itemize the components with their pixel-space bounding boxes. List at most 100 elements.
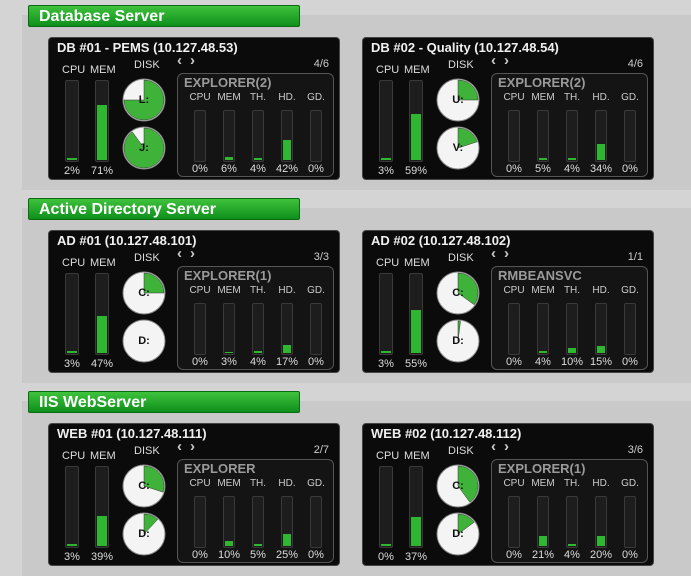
disk-pie[interactable]: L: [122,78,166,122]
process-col-label: CPU [189,92,211,103]
process-percent: 25% [275,549,299,561]
process-percent: 0% [308,163,324,175]
process-panel: EXPLORER CPU 0% MEM 10% TH. 5% HD. 25% GD. 0% [177,459,334,563]
disk-pie[interactable]: C: [436,464,480,508]
disk-pie[interactable]: D: [436,319,480,363]
disk-used-slice [123,127,165,169]
disk-pie[interactable]: C: [436,271,480,315]
process-col-label: TH. [249,285,267,296]
disk-drive-label: D: [138,528,150,540]
process-percent: 0% [622,356,638,368]
cpu-bar [379,273,393,355]
process-percent: 0% [506,549,522,561]
server-panel[interactable]: WEB #02 (10.127.48.112) CPU MEM DISK 0% 37% C:… [362,423,654,566]
prev-arrow-icon[interactable]: ‹ [491,245,504,262]
process-bar [595,303,607,355]
cpu-label: CPU [376,257,400,269]
process-col-label: TH. [249,478,267,489]
process-bar-fill [225,541,233,546]
mem-label: MEM [90,64,116,76]
mem-bar [95,80,109,162]
prev-arrow-icon[interactable]: ‹ [177,438,190,455]
server-title: DB #01 - PEMS (10.127.48.53) [57,40,238,55]
next-arrow-icon[interactable]: › [504,438,517,455]
process-col-label: HD. [592,478,610,489]
next-arrow-icon[interactable]: › [190,245,203,262]
process-name: EXPLORER(1) [184,268,272,283]
prev-arrow-icon[interactable]: ‹ [177,52,190,69]
disk-pie[interactable]: C: [122,464,166,508]
process-nav: ‹› [491,52,517,69]
cpu-percent: 3% [378,358,394,370]
process-percent: 0% [506,163,522,175]
disk-label: DISK [448,252,474,264]
server-title: AD #02 (10.127.48.102) [371,233,511,248]
process-bar [252,496,264,548]
disk-label: DISK [134,252,160,264]
server-title: DB #02 - Quality (10.127.48.54) [371,40,559,55]
process-col-label: CPU [503,285,525,296]
mem-label: MEM [404,257,430,269]
process-bar [537,110,549,162]
process-bar [194,496,206,548]
process-percent: 4% [250,356,266,368]
mem-percent: 55% [404,358,428,370]
disk-pie[interactable]: D: [122,319,166,363]
process-bar [624,496,636,548]
process-percent: 0% [308,356,324,368]
mem-bar-fill [97,316,107,353]
next-arrow-icon[interactable]: › [190,438,203,455]
disk-pie[interactable]: D: [436,512,480,556]
process-name: EXPLORER(2) [498,75,586,90]
server-panel[interactable]: AD #01 (10.127.48.101) CPU MEM DISK 3% 47% C: D… [48,230,340,373]
process-col-label: MEM [531,285,555,296]
process-col-label: HD. [278,285,296,296]
process-col-label: MEM [217,285,241,296]
disk-drive-label: D: [138,335,150,347]
process-bar [566,303,578,355]
process-bar [310,496,322,548]
disk-pie[interactable]: V: [436,126,480,170]
mem-bar [409,273,423,355]
disk-pie[interactable]: U: [436,78,480,122]
process-bar [252,110,264,162]
next-arrow-icon[interactable]: › [190,52,203,69]
server-panel[interactable]: WEB #01 (10.127.48.111) CPU MEM DISK 3% 39% C:… [48,423,340,566]
prev-arrow-icon[interactable]: ‹ [491,52,504,69]
process-bar-fill [225,351,233,353]
process-percent: 42% [275,163,299,175]
process-col-label: MEM [531,92,555,103]
next-arrow-icon[interactable]: › [504,52,517,69]
disk-pie[interactable]: J: [122,126,166,170]
disk-pie[interactable]: D: [122,512,166,556]
cpu-bar-fill [381,157,391,160]
process-panel: RMBEANSVC CPU 0% MEM 4% TH. 10% HD. 15% GD. 0% [491,266,648,370]
disk-drive-label: C: [138,480,150,492]
process-bar [310,303,322,355]
server-title: WEB #02 (10.127.48.112) [371,426,522,441]
prev-arrow-icon[interactable]: ‹ [491,438,504,455]
cpu-percent: 3% [64,551,80,563]
prev-arrow-icon[interactable]: ‹ [177,245,190,262]
server-panel[interactable]: DB #02 - Quality (10.127.48.54) CPU MEM DIS… [362,37,654,180]
server-panel[interactable]: AD #02 (10.127.48.102) CPU MEM DISK 3% 55% C: D… [362,230,654,373]
disk-pie[interactable]: C: [122,271,166,315]
process-bar [537,496,549,548]
process-col-label: CPU [189,285,211,296]
process-bar [624,303,636,355]
process-col-label: CPU [503,478,525,489]
next-arrow-icon[interactable]: › [504,245,517,262]
process-percent: 15% [589,356,613,368]
server-panel[interactable]: DB #01 - PEMS (10.127.48.53) CPU MEM DISK 2%… [48,37,340,180]
cpu-label: CPU [62,257,86,269]
process-col-label: HD. [278,92,296,103]
process-percent: 0% [622,549,638,561]
process-col-label: HD. [278,478,296,489]
disk-used-slice [143,272,165,294]
process-percent: 5% [250,549,266,561]
process-bar [566,110,578,162]
disk-used-slice [457,513,475,535]
process-panel: EXPLORER(2) CPU 0% MEM 6% TH. 4% HD. 42% GD. 0% [177,73,334,177]
disk-drive-label: J: [139,142,149,154]
process-col-label: TH. [249,92,267,103]
